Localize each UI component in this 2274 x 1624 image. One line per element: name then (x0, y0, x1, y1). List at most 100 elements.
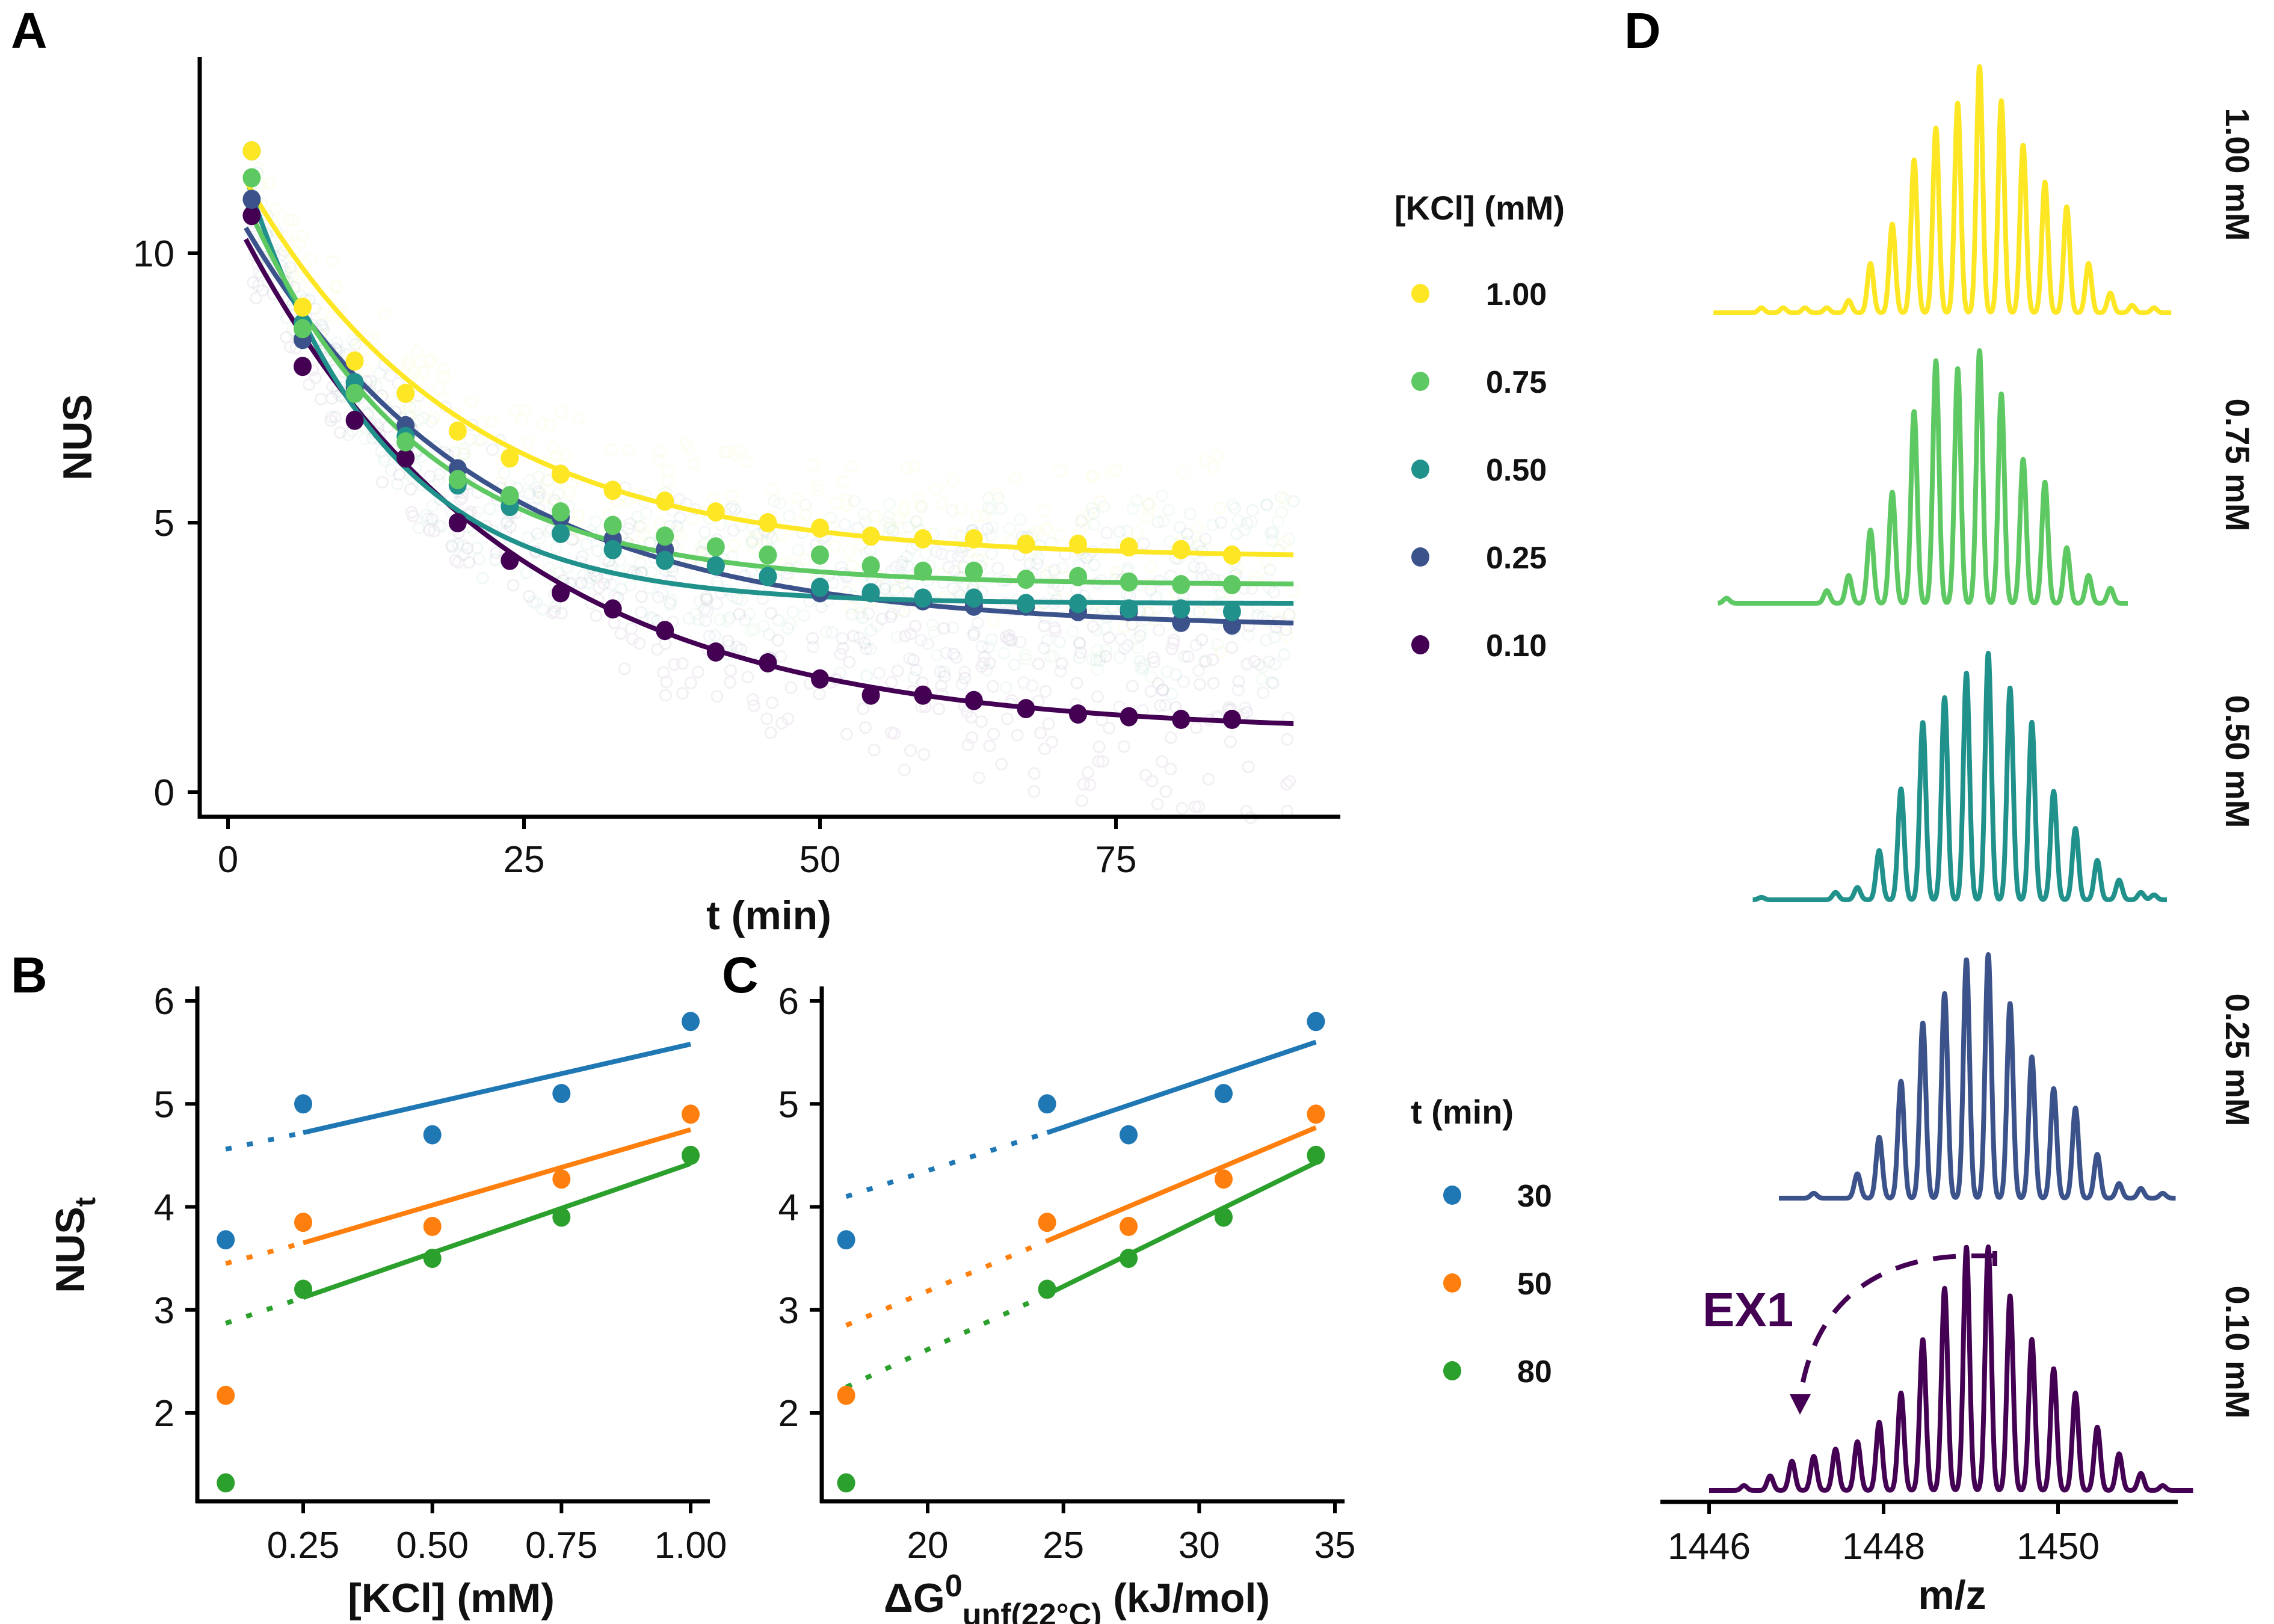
replicate-point (552, 487, 565, 500)
replicate-point (1073, 636, 1086, 649)
replicate-point (946, 474, 960, 487)
replicate-point (987, 614, 1000, 627)
panel-c-point-80 (837, 1473, 855, 1493)
panel-d-spectrum-0.50mM (1751, 651, 2169, 902)
panel-a-point-1.00 (811, 518, 829, 538)
panel-c-x-tick-label: 25 (1043, 1525, 1084, 1566)
replicate-point (521, 531, 534, 544)
replicate-point (921, 637, 934, 650)
legend-kcl-swatch-0.50 (1411, 460, 1429, 479)
panel-d-spectrum-0.25mM (1776, 952, 2178, 1201)
replicate-point (838, 518, 851, 531)
replicate-point (904, 744, 917, 757)
replicate-point (507, 579, 520, 592)
panel-b-fit-line-50 (302, 1127, 692, 1246)
replicate-point (484, 416, 498, 429)
replicate-point (1038, 742, 1051, 755)
replicate-point (661, 475, 674, 488)
replicate-point (1102, 631, 1115, 644)
replicate-point (1167, 633, 1180, 647)
replicate-point (634, 557, 647, 570)
replicate-point (748, 542, 761, 555)
replicate-point (718, 445, 732, 458)
replicate-point (1114, 651, 1127, 664)
replicate-point (1126, 680, 1139, 693)
replicate-point (857, 702, 870, 715)
replicate-point (673, 529, 686, 542)
replicate-point (407, 509, 419, 523)
panel-a-point-0.75 (552, 502, 570, 522)
replicate-point (1087, 507, 1100, 520)
replicate-point (983, 657, 996, 670)
replicate-point (1145, 775, 1159, 788)
replicate-point (652, 444, 665, 458)
panel-b-y-axis-title: NUSt (48, 1197, 102, 1293)
replicate-point (1028, 767, 1041, 780)
replicate-point (701, 605, 714, 618)
replicate-point (856, 611, 869, 624)
replicate-point (633, 637, 646, 650)
replicate-point (1026, 679, 1039, 692)
panel-c-point-50 (1307, 1104, 1325, 1124)
replicate-point (987, 680, 1000, 693)
replicate-point (1053, 636, 1067, 649)
replicate-point (864, 624, 878, 637)
replicate-point (378, 450, 391, 463)
replicate-point (635, 590, 648, 603)
panel-a-point-1.00 (759, 513, 777, 532)
panel-b-x-axis-title: [KCl] (mM) (348, 1575, 555, 1621)
replicate-point (1080, 552, 1093, 565)
replicate-point (572, 412, 585, 425)
replicate-point (1090, 623, 1103, 636)
panel-a-point-1.00 (501, 448, 519, 468)
panel-a-marks (242, 141, 1300, 825)
replicate-point (967, 626, 981, 639)
panel-a-point-0.75 (242, 168, 261, 188)
replicate-point (633, 520, 646, 533)
replicate-point (303, 378, 316, 391)
replicate-point (1003, 629, 1016, 642)
replicate-point (1002, 633, 1015, 646)
replicate-point (1070, 677, 1083, 690)
panel-a-point-1.00 (914, 529, 932, 549)
replicate-point (657, 666, 670, 679)
replicate-point (1014, 513, 1027, 526)
legend-kcl-label: 0.10 (1486, 629, 1547, 663)
replicate-point (965, 710, 978, 724)
replicate-point (764, 726, 777, 739)
replicate-point (1154, 699, 1167, 712)
replicate-point (1118, 642, 1131, 655)
replicate-point (949, 526, 963, 540)
panel-d-x-tick-label: 1450 (2017, 1526, 2100, 1567)
replicate-point (860, 669, 873, 683)
replicate-point (656, 585, 670, 598)
replicate-point (463, 556, 476, 569)
panel-a-point-0.10 (811, 669, 829, 689)
replicate-point (1173, 521, 1186, 534)
panel-a-point-1.00 (1017, 534, 1035, 554)
replicate-point (723, 639, 736, 652)
replicate-point (1240, 657, 1254, 671)
replicate-point (1159, 785, 1172, 798)
replicate-point (729, 503, 742, 516)
replicate-point (700, 592, 713, 606)
replicate-point (847, 629, 860, 642)
replicate-point (958, 665, 972, 678)
replicate-point (368, 332, 380, 345)
replicate-point (1003, 522, 1016, 535)
replicate-point (698, 526, 711, 539)
replicate-point (516, 413, 529, 426)
replicate-point (405, 506, 418, 519)
replicate-point (674, 511, 686, 524)
panel-a-point-0.75 (706, 537, 725, 557)
panel-c-point-30 (1038, 1094, 1056, 1114)
replicate-point (1130, 632, 1143, 645)
panel-a-point-1.00 (656, 491, 674, 511)
replicate-point (784, 681, 798, 694)
replicate-point (952, 585, 965, 598)
replicate-point (508, 404, 522, 417)
replicate-point (424, 352, 437, 366)
replicate-point (326, 254, 339, 268)
replicate-point (1023, 557, 1037, 570)
replicate-point (1066, 625, 1079, 638)
